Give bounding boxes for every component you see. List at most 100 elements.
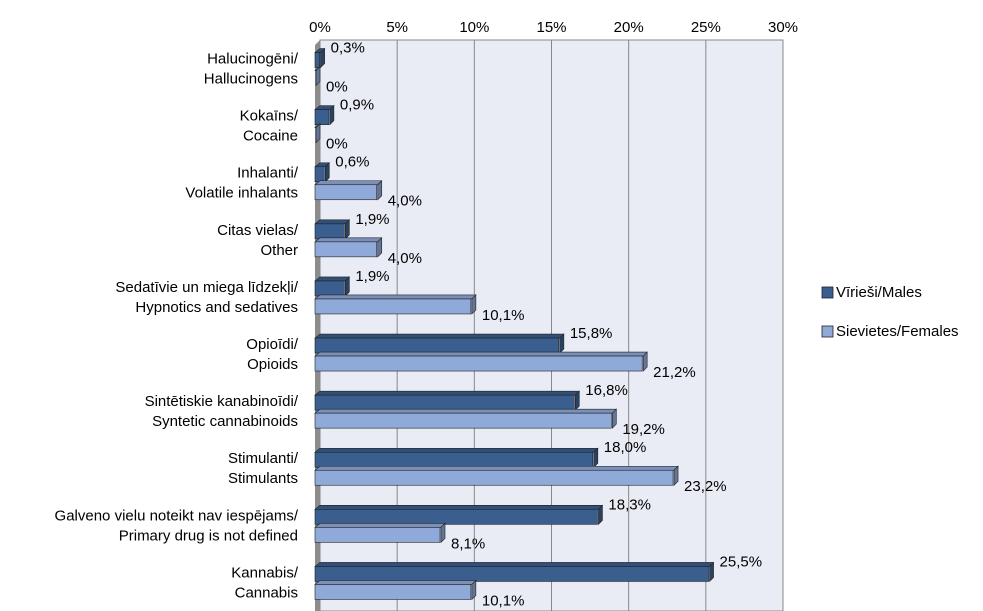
y-tick-label: Sedatīvie un miega līdzekļi/ [115, 279, 298, 296]
bar [314, 337, 560, 354]
y-tick-label: Galveno vielu noteikt nav iespējams/ [55, 507, 299, 524]
bar-side [574, 390, 580, 411]
y-tick-label: Opioīdi/ [246, 336, 299, 353]
data-label: 10,1% [482, 592, 525, 609]
bar-side [377, 237, 383, 258]
bar-top [314, 408, 618, 414]
bar-side [642, 351, 648, 372]
bar [314, 566, 709, 582]
bar-side [345, 219, 350, 240]
bar-top [314, 562, 715, 567]
y-tick-label: Inhalanti/ [237, 165, 299, 182]
data-label: 21,2% [653, 364, 696, 381]
bar-side [598, 504, 603, 526]
x-tick-label: 20% [614, 19, 644, 36]
data-label: 8,1% [451, 535, 485, 552]
bar-side [709, 561, 714, 583]
data-label: 10,1% [482, 307, 525, 324]
data-label: 1,9% [355, 211, 389, 228]
y-tick-label: Cannabis [235, 584, 298, 601]
bar [314, 280, 345, 297]
data-label: 0,3% [331, 40, 365, 57]
data-label: 0% [326, 136, 348, 153]
bar-top [314, 505, 604, 510]
bar-side [315, 65, 321, 87]
data-label: 4,0% [388, 193, 422, 210]
bar [314, 355, 643, 372]
bar-side [440, 522, 446, 544]
y-tick-label: Sintētiskie kanabinoīdi/ [145, 393, 299, 410]
y-tick-label: Hallucinogens [204, 71, 298, 88]
x-tick-label: 5% [386, 19, 408, 36]
bar [314, 241, 378, 258]
bar [314, 584, 472, 600]
bar-top [314, 580, 477, 585]
y-tick-label: Hypnotics and sedatives [135, 299, 298, 316]
y-tick-label: Syntetic cannabinoids [152, 413, 298, 430]
bar [314, 451, 594, 468]
y-tick-label: Kokaīns/ [240, 108, 299, 125]
y-tick-label: Citas vielas/ [217, 222, 299, 239]
bar [314, 527, 441, 543]
bar [314, 394, 575, 411]
legend-swatch [821, 325, 834, 338]
data-label: 23,2% [684, 478, 727, 495]
bar-top [314, 390, 581, 396]
y-tick-label: Primary drug is not defined [119, 527, 298, 544]
y-tick-label: Stimulants [228, 470, 298, 487]
bar-side [559, 333, 565, 354]
data-label: 19,2% [622, 421, 665, 438]
bar [314, 184, 378, 201]
bar [314, 298, 472, 315]
x-tick-label: 0% [309, 19, 331, 36]
data-label: 4,0% [388, 250, 422, 267]
bar [314, 412, 612, 429]
bar-top [314, 294, 477, 300]
bar-top [314, 351, 648, 357]
y-tick-label: Halucinogēni/ [207, 51, 299, 68]
bar-side [345, 276, 350, 297]
bar-side [673, 465, 679, 486]
data-label: 18,3% [608, 496, 651, 513]
y-tick-label: Volatile inhalants [185, 185, 298, 202]
x-tick-label: 15% [536, 19, 566, 36]
legend-label: Vīrieši/Males [836, 284, 922, 301]
bar-top [314, 447, 599, 453]
bar-side [315, 122, 321, 144]
bar [314, 223, 345, 240]
bar-side [377, 180, 383, 201]
bar-top [314, 237, 383, 243]
bar-top [314, 465, 679, 471]
data-label: 0,6% [335, 154, 369, 171]
legend-label: Sievietes/Females [836, 323, 959, 340]
y-tick-label: Cocaine [243, 128, 298, 145]
bar [314, 109, 330, 125]
legend-swatch [821, 286, 834, 299]
bar-top [314, 523, 446, 528]
bar-top [314, 276, 351, 282]
y-tick-label: Stimulanti/ [228, 450, 299, 467]
data-label: 0% [326, 79, 348, 96]
bar-side [320, 47, 325, 69]
bar-top [314, 180, 383, 186]
bar [314, 166, 325, 183]
data-label: 15,8% [570, 325, 613, 342]
y-tick-label: Kannabis/ [231, 564, 299, 581]
bar-side [324, 162, 330, 183]
x-tick-label: 10% [459, 19, 489, 36]
bar [314, 509, 598, 525]
bar [314, 469, 674, 486]
bar [314, 52, 320, 68]
bar-side [471, 294, 477, 315]
data-label: 0,9% [340, 97, 374, 114]
bar-side [593, 447, 599, 468]
bar-top [314, 333, 565, 339]
bar-top [314, 219, 351, 225]
data-label: 16,8% [585, 382, 628, 399]
data-label: 25,5% [720, 553, 763, 570]
y-tick-label: Other [260, 242, 298, 259]
x-tick-label: 30% [768, 19, 798, 36]
bar-side [612, 408, 617, 429]
x-tick-label: 25% [691, 19, 721, 36]
